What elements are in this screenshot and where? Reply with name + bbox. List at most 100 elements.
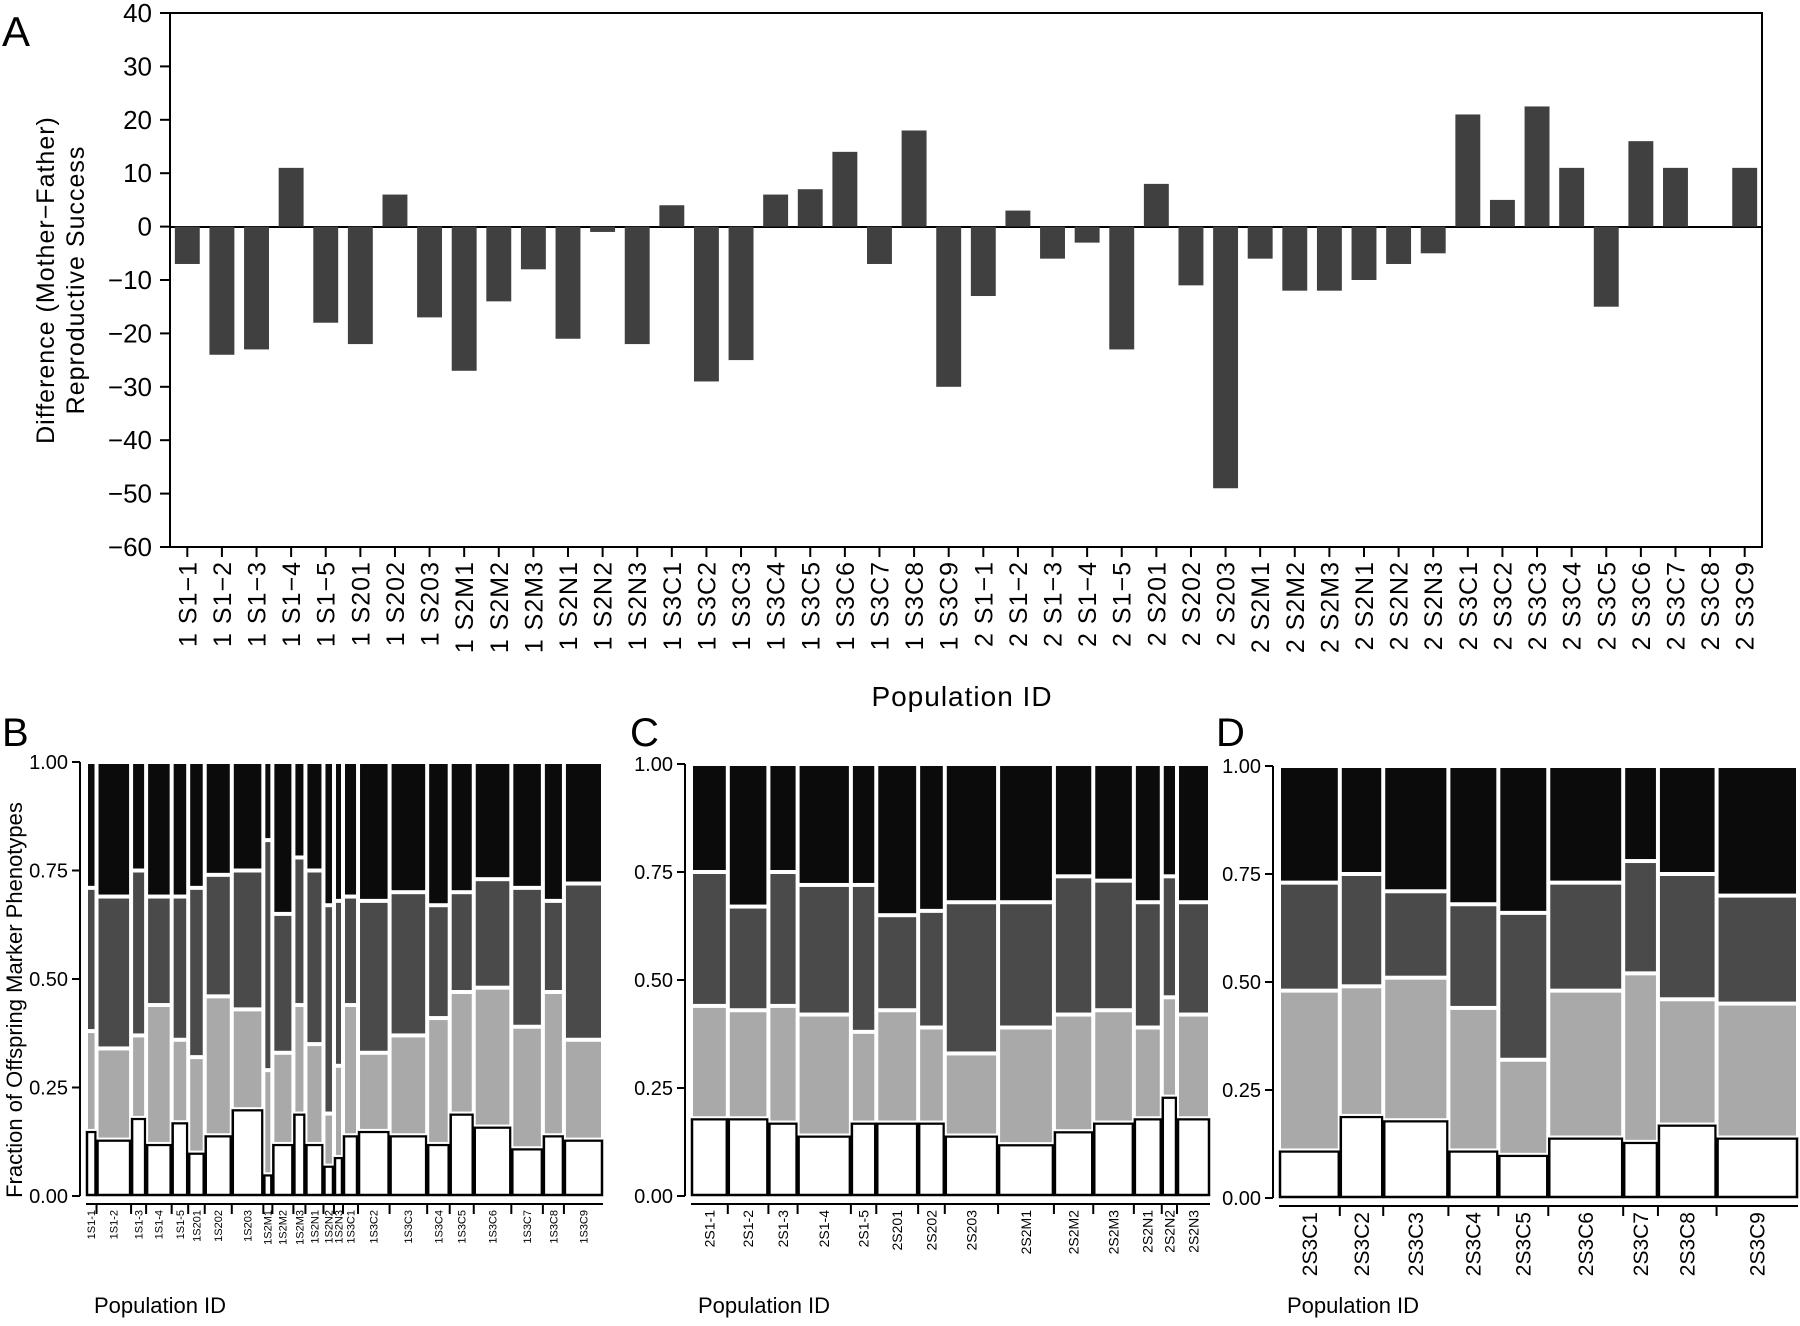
panel-c-x-tick-label: 2S1-4 xyxy=(816,1210,832,1248)
panel-d-segment xyxy=(1657,999,1717,1125)
panel-c-segment xyxy=(727,906,769,1011)
panel-d-plot: 0.00 0.25 0.50 0.75 1.00 2S3C1 2S3C2 2S3C3 2S3C4… xyxy=(1222,756,1799,1276)
panel-a-bar xyxy=(624,226,650,345)
panel-b-segment xyxy=(293,762,306,858)
panel-a-x-tick-label: 2 S1−5 xyxy=(1109,561,1137,647)
panel-a-bar xyxy=(1074,226,1100,243)
panel-b-segment xyxy=(323,1113,334,1166)
panel-a-x-tick-label: 2 S1−2 xyxy=(1005,561,1033,647)
panel-c-segment xyxy=(1093,880,1134,1011)
panel-d-segment xyxy=(1548,766,1624,883)
panel-a-bar xyxy=(555,226,581,339)
panel-b-x-tick-label: 1S3C9 xyxy=(578,1210,590,1244)
panel-b-segment xyxy=(204,762,232,875)
panel-c-segment xyxy=(690,1117,729,1197)
panel-c-segment xyxy=(1053,1014,1094,1132)
panel-d-y-tick-label: 0.50 xyxy=(1222,972,1261,994)
panel-b-x-tick-label: 1S201 xyxy=(191,1210,203,1242)
panel-a-ylabel-line2: Reproductive Success xyxy=(62,146,90,415)
panel-a-y-tick-label: 10 xyxy=(123,158,152,188)
panel-a-bar xyxy=(1351,226,1377,280)
panel-b-plot: 0.00 0.25 0.50 0.75 1.00 1S1-1 1S1-2 1S1-3 1S1-4… xyxy=(29,752,604,1245)
panel-c-y-tick-label: 0.00 xyxy=(634,1186,673,1208)
panel-c-y-tick-label: 0.75 xyxy=(634,862,673,884)
panel-a-bar xyxy=(1628,141,1654,227)
panel-d-x-tick-label: 2S3C5 xyxy=(1513,1212,1536,1276)
panel-d-segment xyxy=(1716,766,1798,896)
panel-b-segment xyxy=(358,1052,390,1131)
panel-c-segment xyxy=(1177,1014,1210,1119)
panel-a-x-tick-label: 2 S2N3 xyxy=(1420,561,1448,650)
panel-a-y-tick-label: −60 xyxy=(108,532,152,562)
panel-c-segment xyxy=(1053,876,1094,1015)
panel-b-segment xyxy=(231,762,264,871)
panel-b-segment xyxy=(171,762,189,897)
panel-c-segment xyxy=(944,1135,999,1197)
panel-label-b: B xyxy=(2,711,29,755)
panel-a-x-tick-label: 1 S3C8 xyxy=(901,561,929,650)
panel-b-segment xyxy=(389,1035,428,1136)
panel-b-segment xyxy=(187,1152,205,1197)
panel-a-x-tick-label: 1 S1−4 xyxy=(278,561,306,647)
panel-a-bar xyxy=(244,226,269,350)
panel-d-segment xyxy=(1383,891,1449,978)
panel-c-segment xyxy=(1176,1117,1211,1197)
panel-d-segment xyxy=(1339,874,1384,987)
panel-b-segment xyxy=(263,840,273,1071)
panel-a-bar xyxy=(659,205,685,227)
panel-b-segment xyxy=(86,1031,97,1131)
panel-b-segment xyxy=(263,1174,273,1197)
panel-b-segment xyxy=(563,883,604,1040)
panel-b-segment xyxy=(204,874,232,997)
panel-b-segment xyxy=(563,762,604,884)
panel-b-segment xyxy=(146,1005,172,1144)
panel-c-segment xyxy=(850,1122,877,1197)
panel-a-x-tick-label: 2 S3C1 xyxy=(1455,561,1483,650)
panel-b-x-tick-label: 1S1-1 xyxy=(86,1210,98,1239)
panel-b-x-tick-label: 1S3C2 xyxy=(369,1210,381,1244)
panel-b-segment xyxy=(131,762,147,871)
panel-a-x-tick-label: 2 S2N1 xyxy=(1351,561,1379,650)
panel-b-x-tick-label: 1S2N2 xyxy=(324,1210,336,1244)
panel-c-segment xyxy=(691,764,728,872)
panel-a-bar xyxy=(1524,106,1550,227)
panel-a-xlabel: Population ID xyxy=(871,681,1052,712)
panel-d-y-tick-label: 0.25 xyxy=(1222,1080,1261,1102)
panel-a-bar xyxy=(313,226,339,323)
panel-c-x-tick-label: 2S2N3 xyxy=(1185,1210,1201,1253)
panel-b-segment xyxy=(333,900,343,1066)
panel-b-x-tick-label: 1S2M1 xyxy=(263,1210,275,1245)
panel-a-x-tick-label: 2 S3C8 xyxy=(1697,561,1725,650)
panel-a-bar xyxy=(1489,199,1515,227)
panel-a-bar xyxy=(1593,226,1619,307)
panel-c-segment xyxy=(797,1014,851,1136)
panel-c-segment xyxy=(1161,876,1178,998)
panel-d-segment xyxy=(1448,766,1499,905)
panel-c-segment xyxy=(1161,997,1178,1097)
panel-a-x-tick-label: 2 S1−1 xyxy=(970,561,998,647)
panel-b-segment xyxy=(563,1039,604,1140)
panel-a-bar xyxy=(278,167,304,227)
panel-a-bar xyxy=(1247,226,1273,259)
panel-b-segment xyxy=(231,1108,264,1197)
panel-b-segment xyxy=(96,896,132,1049)
panel-b-segment xyxy=(96,1139,132,1197)
panel-c-x-tick-label: 2S201 xyxy=(889,1210,905,1251)
panel-b-x-tick-label: 1S3C4 xyxy=(433,1210,445,1244)
panel-a-bar xyxy=(1143,183,1169,227)
panel-c-segment xyxy=(1093,764,1134,881)
panel-d-segment xyxy=(1716,895,1798,1004)
panel-c-segment xyxy=(998,902,1054,1028)
panel-d-segment xyxy=(1622,1141,1659,1199)
panel-b-segment xyxy=(171,1039,189,1123)
panel-b-segment xyxy=(293,1113,306,1197)
panel-a-bar xyxy=(451,226,477,371)
panel-a-x-tick-label: 1 S2M2 xyxy=(486,561,514,653)
panel-b-segment xyxy=(473,987,512,1127)
panel-a-x-tick-label: 1 S3C4 xyxy=(763,561,791,650)
panel-a-x-tick-label: 1 S203 xyxy=(417,561,445,646)
panel-b-segment xyxy=(357,1130,390,1197)
panel-b-segment xyxy=(389,762,428,893)
panel-b-segment xyxy=(86,762,97,888)
